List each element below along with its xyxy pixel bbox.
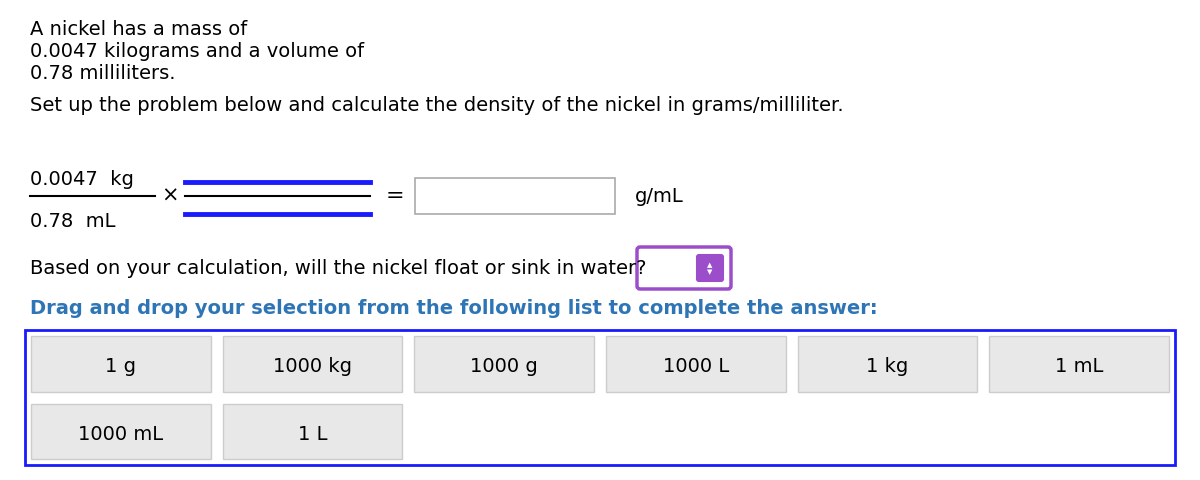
Text: 1 kg: 1 kg: [866, 357, 908, 376]
Bar: [989, 336, 1169, 392]
Text: 1000 g: 1000 g: [470, 357, 538, 376]
Bar: [25, 330, 1175, 465]
Bar: [31, 404, 211, 459]
Text: 1 mL: 1 mL: [1055, 357, 1103, 376]
Text: A nickel has a mass of: A nickel has a mass of: [30, 20, 247, 39]
FancyBboxPatch shape: [697, 255, 722, 281]
Text: 1 L: 1 L: [298, 425, 328, 444]
Text: 0.0047 kilograms and a volume of: 0.0047 kilograms and a volume of: [30, 42, 364, 61]
Text: 1000 L: 1000 L: [662, 357, 728, 376]
Text: Based on your calculation, will the nickel float or sink in water?: Based on your calculation, will the nick…: [30, 259, 647, 277]
Bar: [606, 336, 786, 392]
Bar: [223, 404, 402, 459]
Text: ▲: ▲: [707, 262, 713, 268]
Text: ×: ×: [161, 186, 179, 206]
Text: g/mL: g/mL: [635, 187, 684, 205]
Text: =: =: [385, 186, 404, 206]
Bar: [223, 336, 402, 392]
Text: ▼: ▼: [707, 269, 713, 275]
Text: 1000 mL: 1000 mL: [78, 425, 163, 444]
Text: 1000 kg: 1000 kg: [274, 357, 352, 376]
FancyBboxPatch shape: [637, 247, 731, 289]
Text: 0.0047  kg: 0.0047 kg: [30, 170, 134, 189]
Bar: [415, 178, 616, 214]
Text: 0.78  mL: 0.78 mL: [30, 212, 115, 231]
Text: Drag and drop your selection from the following list to complete the answer:: Drag and drop your selection from the fo…: [30, 299, 877, 317]
Text: 0.78 milliliters.: 0.78 milliliters.: [30, 64, 175, 83]
Bar: [798, 336, 977, 392]
Bar: [31, 336, 211, 392]
Text: Set up the problem below and calculate the density of the nickel in grams/millil: Set up the problem below and calculate t…: [30, 96, 844, 115]
Text: 1 g: 1 g: [106, 357, 137, 376]
Bar: [414, 336, 594, 392]
